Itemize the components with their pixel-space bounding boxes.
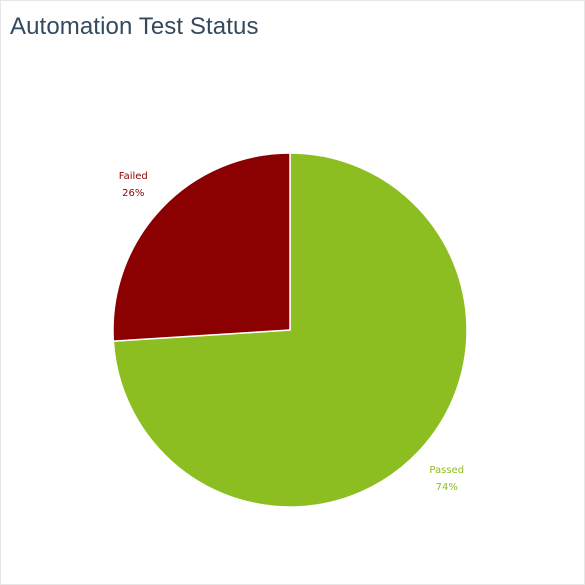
- panel-title: Automation Test Status: [10, 13, 259, 40]
- slice-label-passed: Passed: [429, 465, 464, 476]
- slice-percent-failed: 26%: [122, 188, 144, 199]
- slice-label-failed: Failed: [119, 171, 148, 182]
- pie-slice-failed[interactable]: [112, 152, 291, 342]
- slice-percent-passed: 74%: [436, 482, 458, 493]
